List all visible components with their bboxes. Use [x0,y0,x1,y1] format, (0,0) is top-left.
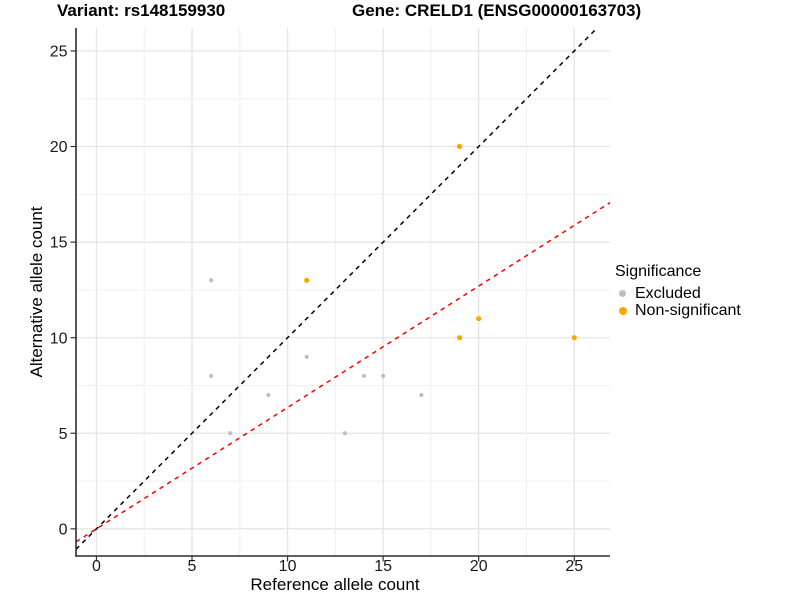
axis-lines [75,28,610,557]
data-point-non-significant [571,335,577,341]
x-tick-label: 10 [279,558,297,575]
data-point-excluded [209,373,214,379]
gridlines [76,28,610,556]
y-tick-label: 5 [59,426,68,443]
y-tick-label: 10 [50,330,68,347]
reference-lines [75,27,611,550]
data-point-non-significant [456,143,463,150]
plot-title-variant: Variant: rs148159930 [57,1,226,20]
plot-title-gene: Gene: CRELD1 (ENSG00000163703) [352,1,642,20]
non-significant-dot-icon [619,306,627,315]
data-point-non-significant [476,315,482,322]
legend-item-excluded: Excluded [615,285,741,302]
y-tick-label: 20 [50,139,68,156]
data-points [209,143,577,436]
y-tick-label: 15 [50,235,68,252]
y-tick-label: 25 [50,44,68,61]
x-tick-label: 25 [565,558,583,575]
legend-item-label: Non-significant [635,301,741,319]
y-tick-label: 0 [59,521,68,538]
x-tick-label: 5 [188,558,197,575]
legend-title: Significance [615,263,702,280]
identity-line [75,27,598,550]
data-point-excluded [419,392,424,398]
x-tick-label: 20 [470,558,488,575]
data-point-excluded [361,373,367,379]
data-point-non-significant [456,335,463,341]
x-tick-labels: 0 5 10 15 20 25 [92,558,583,575]
legend-item-non-significant: Non-significant [615,302,741,319]
data-point-excluded [266,392,271,398]
y-axis-title: Alternative allele count [27,206,46,378]
data-point-excluded [228,431,233,436]
data-point-excluded [209,278,214,283]
x-tick-label: 15 [374,558,392,575]
data-point-excluded [304,354,309,359]
data-point-excluded [342,431,348,436]
expected-ratio-line [75,202,611,543]
excluded-dot-icon [619,290,626,297]
x-axis-title: Reference allele count [250,575,420,594]
legend-item-label: Excluded [635,284,701,302]
y-tick-labels: 0 5 10 15 20 25 [50,44,68,539]
x-tick-label: 0 [92,558,101,575]
data-point-non-significant [304,277,310,283]
axis-ticks [70,50,575,562]
data-point-excluded [381,373,386,379]
legend: Significance Excluded Non-significant [615,263,741,319]
